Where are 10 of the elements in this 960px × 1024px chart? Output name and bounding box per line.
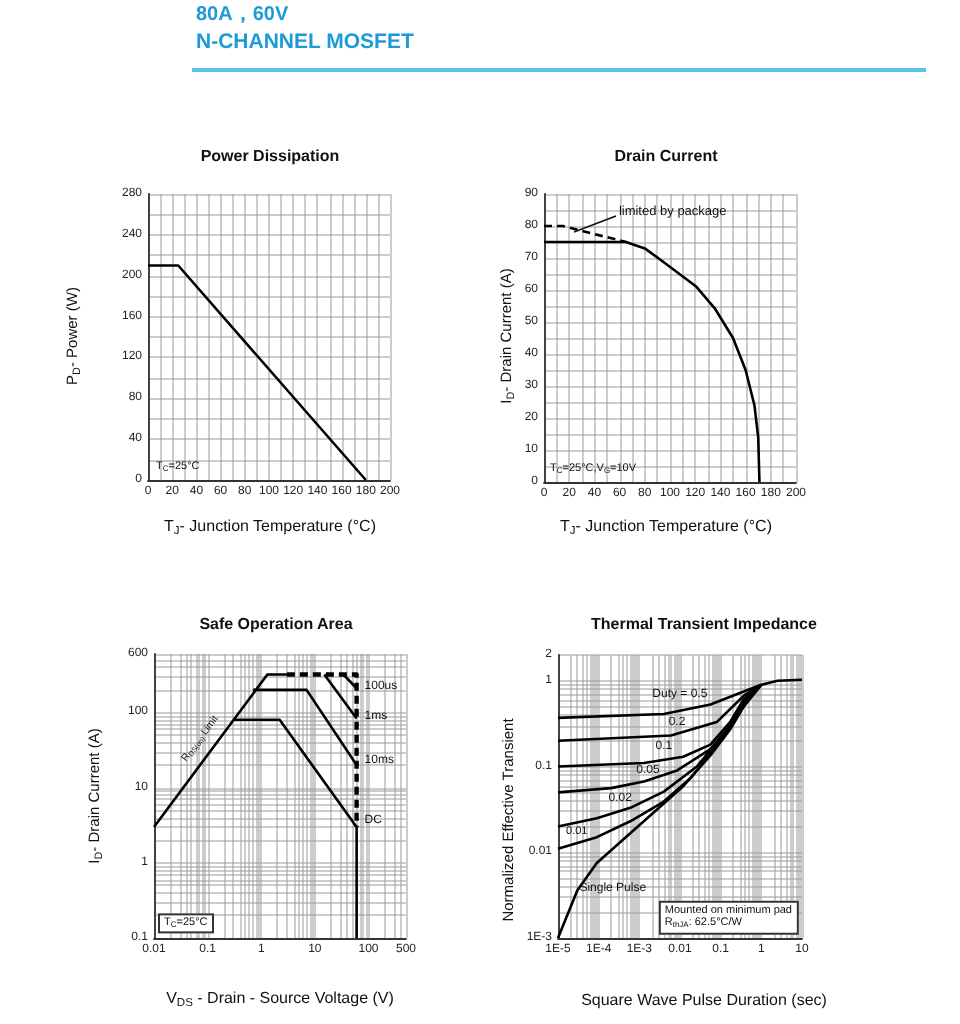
chart-title: Power Dissipation [200, 146, 340, 166]
x-axis-title: Square Wave Pulse Duration (sec) [581, 990, 827, 1010]
chart-title: Drain Current [614, 146, 718, 166]
chart-title: Thermal Transient Impedance [591, 614, 817, 634]
text: 80A，60V [196, 4, 289, 27]
x-axis-title: T$_{J}$- Junction Temperature (°C) [560, 516, 772, 538]
chart-title: Safe Operation Area [199, 614, 353, 634]
x-axis-title: T$_{J}$- Junction Temperature (°C) [164, 516, 376, 538]
text: N-CHANNEL MOSFET [196, 30, 414, 55]
x-axis-title: V$_{DS}$ - Drain - Source Voltage (V) [166, 988, 394, 1010]
